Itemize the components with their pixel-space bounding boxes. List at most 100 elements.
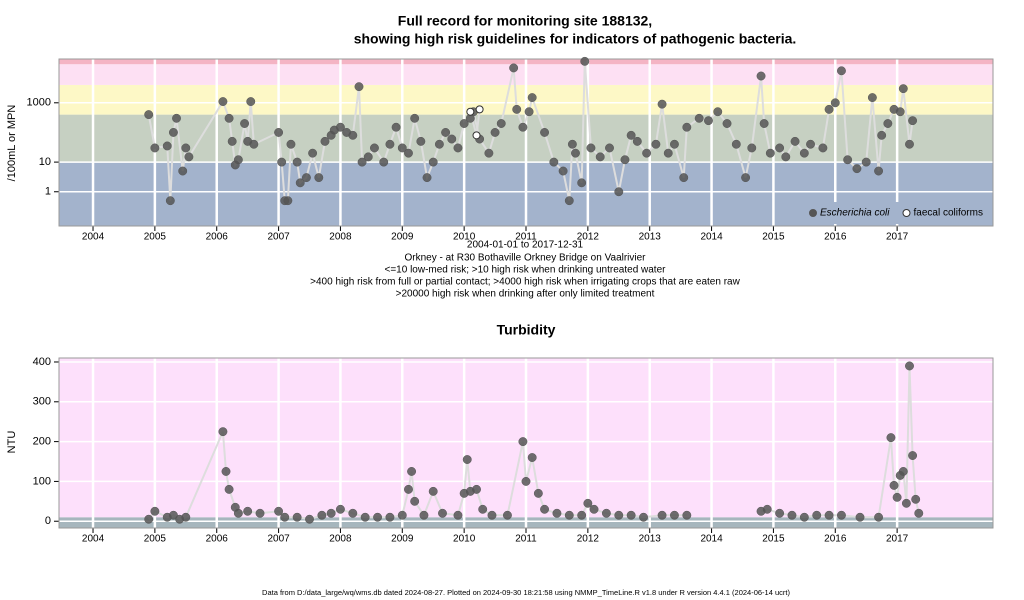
data-point: [379, 157, 389, 167]
data-point: [663, 148, 673, 158]
data-point: [283, 196, 293, 206]
data-point: [527, 93, 537, 103]
data-point: [255, 508, 265, 518]
data-point: [233, 155, 243, 165]
data-point: [326, 508, 336, 518]
data-point: [370, 143, 379, 153]
data-point: [162, 141, 172, 151]
data-point: [883, 119, 893, 128]
data-point: [428, 157, 438, 167]
data-point: [363, 152, 373, 162]
footer: Data from D:/data_large/wq/wms.db dated …: [262, 588, 790, 597]
note: >20000 high risk when drinking after onl…: [396, 289, 655, 300]
data-point: [787, 510, 797, 520]
data-point: [558, 166, 568, 176]
y-tick-label: 200: [33, 436, 51, 448]
x-tick-label: 2007: [267, 232, 290, 243]
x-tick-label: 2012: [577, 534, 600, 545]
data-point: [397, 143, 407, 153]
data-point: [434, 139, 444, 149]
data-point: [428, 486, 438, 496]
x-tick-label: 2014: [700, 232, 723, 243]
data-point: [490, 128, 500, 137]
x-tick-label: 2009: [391, 232, 414, 243]
data-point: [524, 107, 534, 117]
data-point: [502, 510, 512, 520]
data-point: [549, 157, 559, 167]
data-point: [806, 139, 815, 149]
data-point: [280, 512, 290, 522]
data-point: [416, 136, 426, 146]
data-point: [410, 496, 420, 506]
y-axis-label: NTU: [6, 431, 18, 454]
data-point: [747, 143, 757, 153]
data-point: [812, 510, 822, 520]
data-point: [391, 122, 401, 132]
data-point: [914, 508, 924, 518]
x-tick-label: 2017: [886, 232, 909, 243]
data-point: [889, 480, 899, 490]
data-point: [540, 504, 550, 514]
x-tick-label: 2009: [391, 534, 414, 545]
x-tick-label: 2016: [824, 534, 847, 545]
data-point: [775, 143, 785, 153]
data-point: [824, 510, 834, 520]
x-tick-label: 2016: [824, 232, 847, 243]
x-tick-label: 2008: [329, 232, 352, 243]
x-tick-label: 2015: [762, 232, 785, 243]
x-tick-label: 2015: [762, 534, 785, 545]
data-point: [484, 148, 494, 158]
chart-title: Full record for monitoring site 188132,: [398, 13, 652, 29]
data-point: [759, 119, 769, 128]
data-point: [586, 143, 596, 153]
data-point: [670, 510, 679, 520]
x-tick-label: 2005: [144, 232, 167, 243]
data-point: [775, 508, 785, 518]
data-point: [274, 506, 284, 516]
data-point: [874, 166, 884, 176]
data-point: [466, 107, 475, 116]
legend-label: faecal coliforms: [913, 208, 982, 219]
data-point: [756, 71, 766, 81]
legend-marker: [809, 209, 817, 217]
data-point: [670, 139, 679, 149]
data-point: [781, 152, 791, 162]
x-tick-label: 2011: [515, 232, 537, 243]
data-point: [694, 113, 704, 123]
data-point: [614, 510, 624, 520]
data-point: [178, 166, 188, 176]
legend-box: [803, 202, 989, 224]
data-point: [404, 484, 413, 494]
note: <=10 low-med risk; >10 high risk when dr…: [385, 265, 667, 276]
data-point: [799, 512, 809, 522]
data-point: [453, 143, 463, 153]
plot-frame: [58, 58, 994, 227]
x-tick-label: 2012: [577, 232, 600, 243]
x-tick-label: 2008: [329, 534, 352, 545]
data-point: [224, 113, 234, 123]
data-point: [583, 498, 593, 508]
note: 2004-01-01 to 2017-12-31: [467, 240, 584, 251]
data-point: [614, 187, 624, 197]
data-point: [905, 139, 914, 149]
data-point: [150, 506, 160, 516]
data-point: [317, 510, 327, 520]
data-point: [385, 512, 395, 522]
data-point: [540, 128, 550, 137]
data-point: [410, 113, 420, 123]
data-point: [741, 173, 751, 183]
data-point: [861, 157, 871, 167]
data-point: [564, 510, 574, 520]
data-point: [799, 148, 809, 158]
data-point: [765, 148, 775, 158]
data-point: [657, 99, 667, 109]
chart-subtitle: showing high risk guidelines for indicat…: [354, 31, 797, 47]
y-tick-label: 100: [33, 475, 51, 487]
data-point: [589, 504, 599, 514]
data-point: [397, 510, 407, 520]
data-point: [373, 512, 382, 522]
data-point: [704, 116, 713, 126]
data-point: [487, 510, 497, 520]
data-point: [301, 173, 311, 183]
x-tick-label: 2010: [453, 232, 476, 243]
